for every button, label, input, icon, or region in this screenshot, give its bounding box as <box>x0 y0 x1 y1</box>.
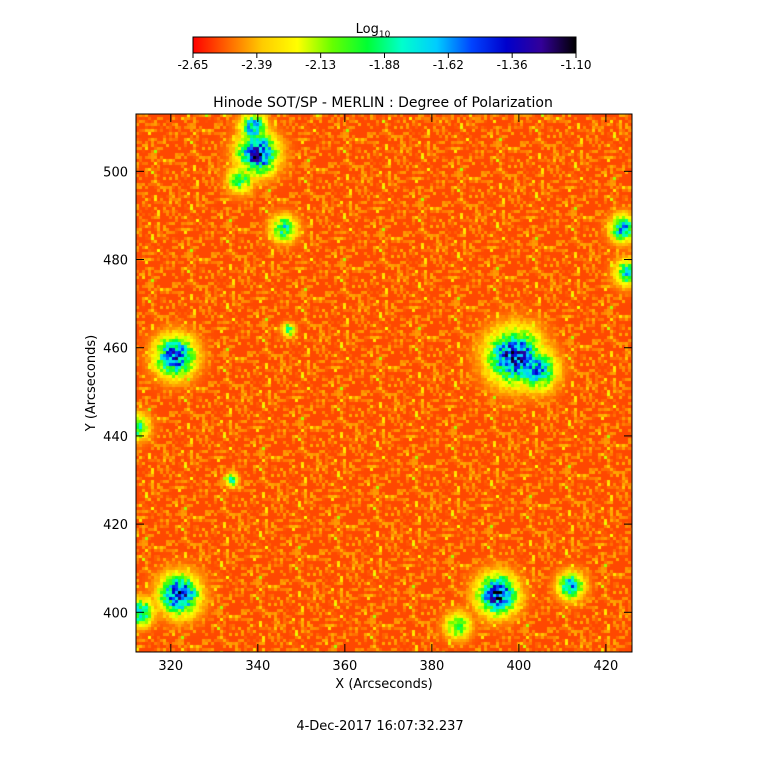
plot-frame <box>135 113 633 653</box>
y-tick-label: 500 <box>103 165 128 180</box>
colorbar-tick-label: -2.39 <box>241 58 272 72</box>
colorbar-tick-label: -2.13 <box>305 58 336 72</box>
colorbar-tick-label: -1.88 <box>369 58 400 72</box>
y-axis: 400 420 440 460 480 500 <box>103 165 632 621</box>
x-tick-label: 340 <box>245 659 270 674</box>
colorbar-label: Log10 <box>356 22 391 40</box>
chart-title: Hinode SOT/SP - MERLIN : Degree of Polar… <box>213 95 553 111</box>
x-tick-label: 380 <box>419 659 444 674</box>
x-tick-label: 400 <box>506 659 531 674</box>
heatmap-image <box>136 114 632 652</box>
colorbar: Log10 -2.65 -2.39 -2.13 -1.88 -1.62 -1.36 -1.1… <box>177 22 591 72</box>
colorbar-ticks: -2.65 -2.39 -2.13 -1.88 -1.62 -1.36 -1.10 <box>177 53 592 72</box>
x-tick-label: 360 <box>332 659 357 674</box>
x-axis-label: X (Arcseconds) <box>335 677 432 692</box>
y-axis-label: Y (Arcseconds) <box>84 335 99 432</box>
x-axis: 320 340 360 380 400 420 <box>158 114 618 674</box>
colorbar-tick-label: -1.36 <box>497 58 528 72</box>
x-tick-label: 320 <box>158 659 183 674</box>
colorbar-label-subscript: 10 <box>379 30 391 40</box>
y-tick-label: 420 <box>103 518 128 533</box>
y-tick-label: 480 <box>103 254 128 269</box>
colorbar-tick-label: -1.62 <box>433 58 464 72</box>
x-tick-label: 420 <box>593 659 618 674</box>
colorbar-tick-label: -2.65 <box>177 58 208 72</box>
colorbar-tick-label: -1.10 <box>560 58 591 72</box>
y-tick-label: 440 <box>103 430 128 445</box>
y-tick-label: 460 <box>103 342 128 357</box>
y-tick-label: 400 <box>103 606 128 621</box>
colorbar-gradient <box>192 36 577 54</box>
timestamp: 4-Dec-2017 16:07:32.237 <box>296 719 463 734</box>
heatmap-plot: 320 340 360 380 400 420 400 420 440 460 480 500 <box>103 113 633 674</box>
